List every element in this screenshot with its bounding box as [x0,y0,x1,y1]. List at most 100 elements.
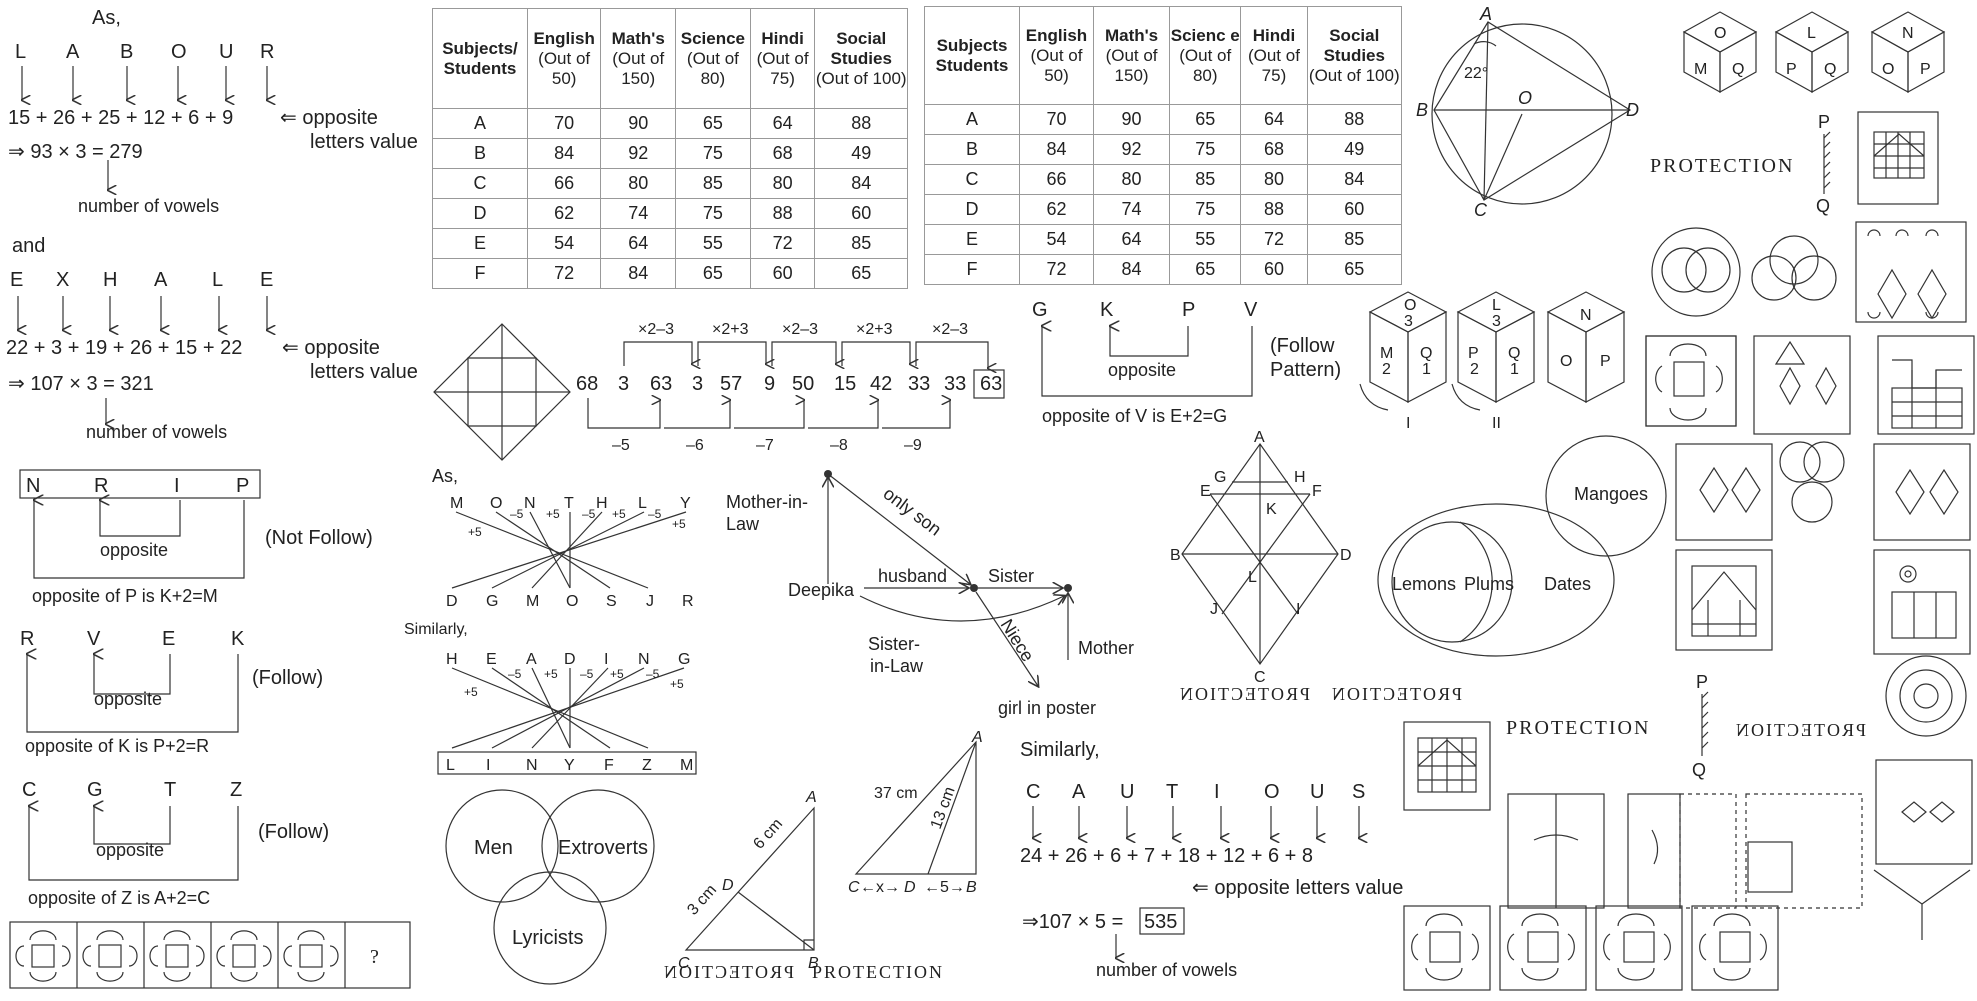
ex1-letters1-4: U [219,41,233,63]
table-row: B 84 92 75 68 49 [432,138,908,169]
series-numbers: 68 3 63 3 57 9 50 15 42 33 33 63 [576,373,1002,395]
series-nums-3: 3 [692,373,703,395]
cube-1 [1682,11,1758,94]
deepika: Deepika [788,580,855,600]
cubes-d1-5: 1 [1422,361,1431,378]
table1-rows-3-4: 88 [749,198,816,229]
number-series: 68 3 63 3 57 9 50 15 42 33 33 63 ×2–3 ×2… [576,321,1005,454]
pat-notfollow: (Not Follow) [265,527,373,549]
venn2-dates: Dates [1544,574,1591,594]
table2-rows-3-1: 62 [1019,194,1094,225]
table-row: F 72 84 65 60 65 [432,258,908,289]
series-bottom-3: –8 [830,437,848,454]
table1-rows-4-2: 64 [600,228,677,259]
table2-rows-3-4: 88 [1240,194,1308,225]
table1-rows-3-0: D [432,198,528,229]
venn2-mangoes: Mangoes [1574,484,1648,504]
rhombus-B: B [1170,547,1181,564]
cubes-d3-2: P [1600,353,1611,370]
letter-pattern-diagrams: N R I P opposite (Not Follow) opposite o… [9,469,411,989]
series-top-0: ×2–3 [638,321,674,338]
figure-series-strip [9,921,411,989]
cautious-letters-1: A [1072,781,1086,803]
table1-rows-1-1: 84 [526,138,602,169]
rhombus-F: F [1312,483,1322,500]
table2-rows-5-3: 65 [1169,254,1242,285]
cubes-c2-1: P [1786,61,1797,78]
ex1-letters1-3: O [171,41,187,63]
cautious-box: 535 [1144,911,1177,933]
pat-gkpv-2: P [1182,299,1195,321]
cubes-c2-0: L [1807,25,1816,42]
series-nums-5: 9 [764,373,775,395]
cubes-d1-3: 2 [1382,361,1391,378]
table1-h5s: (Out of 100) [815,68,907,88]
protection-Q: Q [1816,196,1830,216]
rhombus-J: J [1210,601,1218,618]
table2-rows-3-2: 74 [1092,194,1171,225]
series-bottom-0: –5 [612,437,630,454]
circle-A: A [1479,4,1492,24]
rhombus-H: H [1294,469,1306,486]
table-row: E 54 64 55 72 85 [432,228,908,259]
pat-cgtz-2: T [164,779,176,801]
cubes-c3-1: O [1882,61,1894,78]
ex1-letters2-3: A [154,269,168,291]
code-p5: +5 [670,677,684,691]
table2-rows-5-4: 60 [1240,254,1308,285]
rhombus-figure: A B C D E F G H I J K L [1170,429,1352,686]
table2-rows-2-3: 85 [1169,164,1242,195]
ex1-letters2-2: H [103,269,117,291]
table1-rows-2-0: C [432,168,528,199]
pat-gkpv-3: V [1244,299,1258,321]
tri2-x: ←x→ [860,879,900,896]
triangle-2: A B C D 37 cm 13 cm ←x→ ←5→ [848,729,983,896]
strip-fig-3 [149,930,205,982]
table1-rows-4-4: 72 [749,228,816,259]
table1-rows-0-1: 70 [526,108,602,139]
cautious-sim: Similarly, [1020,739,1100,761]
rhombus-A: A [1254,429,1265,446]
family-sil2: in-Law [870,656,924,676]
table2-h3: Scienc e [1170,25,1240,45]
venn-fruits: Mangoes Lemons Plums Dates [1377,435,1667,657]
cautious-vow: number of vowels [1096,960,1238,980]
nrip-r: R [94,475,108,497]
ex1-opp1a: ⇐ opposite [280,107,378,129]
series-nums-0: 68 [576,373,598,395]
pat-rvek-2: E [162,628,175,650]
code-m5: –5 [648,507,662,521]
table1-rows-0-3: 65 [675,108,751,139]
code-as: As, [432,466,458,486]
cubes-d3-1: O [1560,353,1572,370]
num-cube-3 [1546,291,1626,403]
table2-rows-0-4: 64 [1240,104,1308,135]
table2-rows-1-3: 75 [1169,134,1242,165]
cubes-c1-2: Q [1732,61,1744,78]
strip-fig-2 [82,930,138,982]
code-top2-0: H [446,651,458,668]
tri1-three: 3 cm [684,882,720,919]
protection-P: P [1818,112,1830,132]
table2-h2: Math's [1104,25,1159,45]
pat-follow: (Follow) [258,821,329,843]
mirror-protection-mid: PROTECTION [1178,684,1310,704]
tri2-C: C [848,879,860,896]
table2-rows-5-5: 65 [1306,254,1403,285]
nrip-n: N [26,475,40,497]
table1-rows-5-0: F [432,258,528,289]
table1-rows-2-4: 80 [749,168,816,199]
table2-rows-1-1: 84 [1019,134,1094,165]
table2-rows-2-4: 80 [1240,164,1308,195]
code-bot2-4: F [604,757,614,774]
cautious-result: ⇒107 × 5 = [1022,911,1123,933]
cubes-d2-0: L [1492,297,1501,314]
pat-opposite: opposite [96,840,164,860]
code-top2-6: G [678,651,690,668]
figure-tiles-right [1645,221,1975,940]
series-nums-11: 63 [980,373,1002,395]
table1-rows-3-1: 62 [526,198,602,229]
tri2-five: ←5→ [924,879,965,896]
code-p5: +5 [464,685,478,699]
family-niece: Niece [997,616,1038,666]
